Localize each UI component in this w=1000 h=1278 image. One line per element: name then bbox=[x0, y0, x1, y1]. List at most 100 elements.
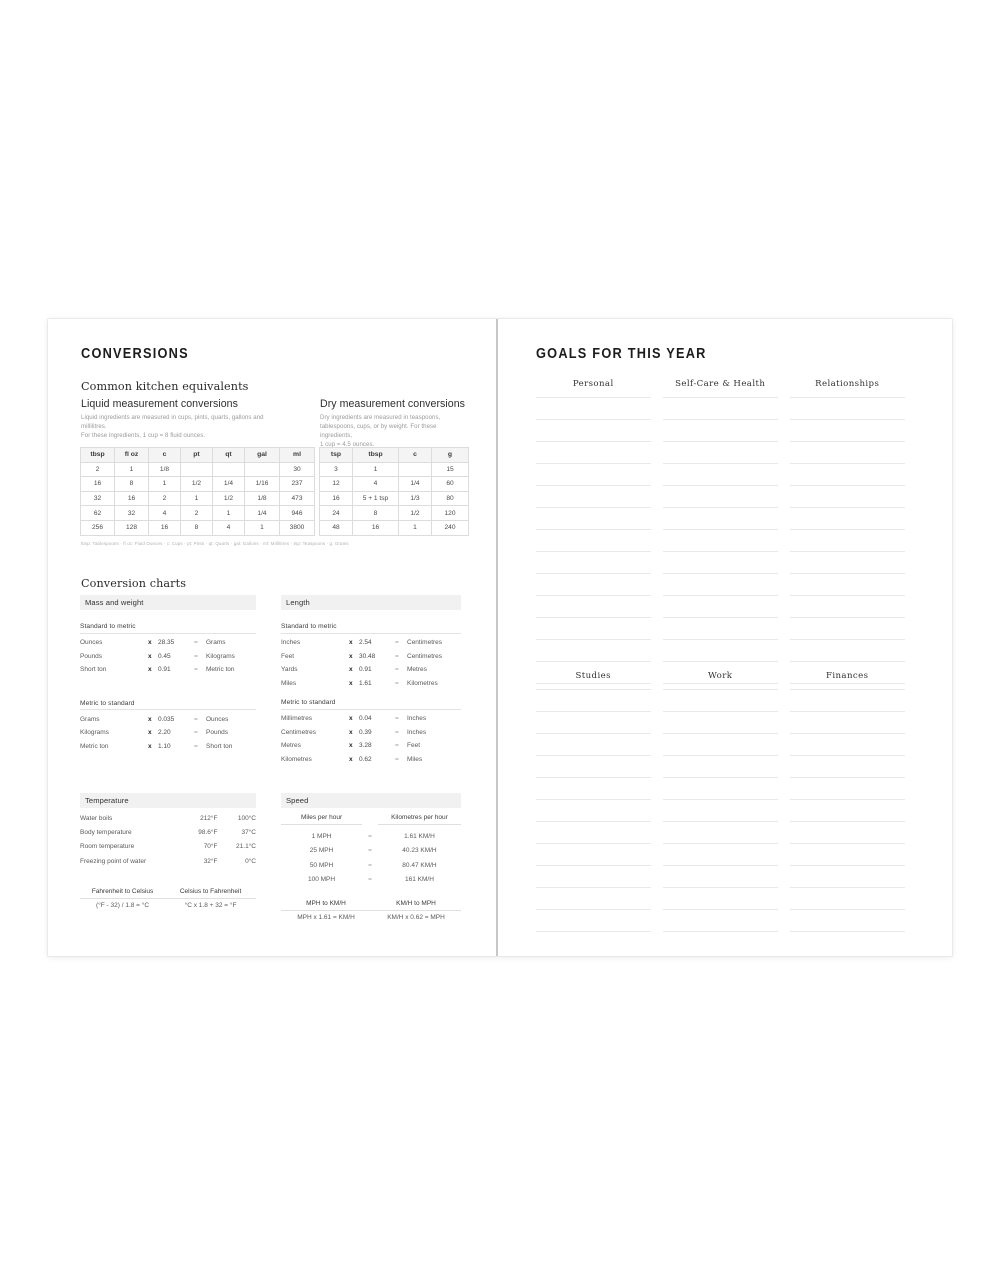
conversion-row: Feet x 30.48 = Centimetres bbox=[281, 650, 461, 664]
goal-entry-line[interactable] bbox=[789, 822, 905, 844]
goal-entry-line[interactable] bbox=[662, 778, 778, 800]
goal-entry-line[interactable] bbox=[662, 397, 778, 420]
goal-entry-line[interactable] bbox=[662, 574, 778, 596]
goal-entry-line[interactable] bbox=[535, 822, 651, 844]
goal-entry-line[interactable] bbox=[789, 910, 905, 932]
goal-entry-line[interactable] bbox=[535, 888, 651, 910]
goal-entry-line[interactable] bbox=[789, 397, 905, 420]
conversion-operator: x bbox=[349, 680, 353, 688]
goal-entry-line[interactable] bbox=[535, 712, 651, 734]
goal-entry-line[interactable] bbox=[535, 910, 651, 932]
goal-entry-line[interactable] bbox=[789, 778, 905, 800]
conversion-from: Millimetres bbox=[281, 715, 313, 723]
goal-entry-line[interactable] bbox=[789, 442, 905, 464]
goal-writing-lines[interactable] bbox=[789, 689, 905, 932]
goal-entry-line[interactable] bbox=[535, 464, 651, 486]
goal-entry-line[interactable] bbox=[535, 640, 651, 662]
goal-entry-line[interactable] bbox=[662, 844, 778, 866]
goal-entry-line[interactable] bbox=[535, 618, 651, 640]
speed-mph: 50 MPH bbox=[309, 861, 334, 869]
goal-entry-line[interactable] bbox=[662, 618, 778, 640]
goal-entry-line[interactable] bbox=[789, 734, 905, 756]
goal-writing-lines[interactable] bbox=[535, 689, 651, 932]
goal-entry-line[interactable] bbox=[662, 689, 778, 712]
goal-entry-line[interactable] bbox=[789, 756, 905, 778]
conversion-to: Short ton bbox=[206, 742, 233, 750]
goal-entry-line[interactable] bbox=[789, 618, 905, 640]
table-row: 32 16 2 1 1/2 1/8 473 bbox=[80, 490, 315, 507]
temperature-celsius: 37°C bbox=[241, 829, 256, 837]
goal-entry-line[interactable] bbox=[662, 486, 778, 508]
goal-entry-line[interactable] bbox=[789, 464, 905, 486]
goal-entry-line[interactable] bbox=[535, 689, 651, 712]
goal-entry-line[interactable] bbox=[535, 734, 651, 756]
goal-entry-line[interactable] bbox=[662, 420, 778, 442]
temperature-row: Body temperature 98.6°F 37°C bbox=[80, 826, 256, 840]
goal-entry-line[interactable] bbox=[662, 464, 778, 486]
goal-entry-line[interactable] bbox=[789, 640, 905, 662]
goal-entry-line[interactable] bbox=[535, 778, 651, 800]
goal-writing-lines[interactable] bbox=[662, 397, 778, 684]
goal-entry-line[interactable] bbox=[535, 442, 651, 464]
goal-entry-line[interactable] bbox=[789, 712, 905, 734]
goal-entry-line[interactable] bbox=[662, 734, 778, 756]
goal-entry-line[interactable] bbox=[535, 420, 651, 442]
goal-writing-lines[interactable] bbox=[662, 689, 778, 932]
goal-entry-line[interactable] bbox=[662, 508, 778, 530]
goal-entry-line[interactable] bbox=[662, 552, 778, 574]
goal-entry-line[interactable] bbox=[662, 712, 778, 734]
conversion-equals: = bbox=[395, 728, 399, 736]
table-cell: 16 bbox=[352, 519, 399, 536]
goal-entry-line[interactable] bbox=[789, 866, 905, 888]
speed-block: Speed Miles per hour Kilometres per hour… bbox=[281, 793, 461, 921]
goal-entry-line[interactable] bbox=[662, 596, 778, 618]
goal-entry-line[interactable] bbox=[789, 844, 905, 866]
goal-entry-line[interactable] bbox=[535, 800, 651, 822]
conversion-equals: = bbox=[194, 742, 198, 750]
conversion-factor: 0.39 bbox=[359, 728, 372, 736]
formula-expression: (°F - 32) / 1.8 = °C bbox=[96, 901, 150, 909]
goal-entry-line[interactable] bbox=[662, 662, 778, 684]
goal-entry-line[interactable] bbox=[789, 508, 905, 530]
table-cell: 237 bbox=[279, 476, 315, 492]
goal-entry-line[interactable] bbox=[789, 662, 905, 684]
goal-entry-line[interactable] bbox=[662, 530, 778, 552]
conversion-factor: 1.10 bbox=[158, 742, 171, 750]
goal-entry-line[interactable] bbox=[535, 530, 651, 552]
goal-writing-lines[interactable] bbox=[789, 397, 905, 684]
goal-entry-line[interactable] bbox=[662, 442, 778, 464]
goal-entry-line[interactable] bbox=[535, 844, 651, 866]
goal-entry-line[interactable] bbox=[789, 530, 905, 552]
goal-entry-line[interactable] bbox=[662, 640, 778, 662]
goal-entry-line[interactable] bbox=[535, 397, 651, 420]
goals-block-two: Studies Work Finances bbox=[535, 671, 921, 932]
goal-entry-line[interactable] bbox=[535, 552, 651, 574]
goal-entry-line[interactable] bbox=[662, 910, 778, 932]
goal-entry-line[interactable] bbox=[789, 888, 905, 910]
goal-writing-lines[interactable] bbox=[535, 397, 651, 684]
goal-entry-line[interactable] bbox=[535, 508, 651, 530]
goal-entry-line[interactable] bbox=[535, 596, 651, 618]
goal-entry-line[interactable] bbox=[662, 822, 778, 844]
goal-entry-line[interactable] bbox=[789, 689, 905, 712]
goal-entry-line[interactable] bbox=[789, 552, 905, 574]
goal-entry-line[interactable] bbox=[535, 574, 651, 596]
goal-entry-line[interactable] bbox=[789, 486, 905, 508]
goal-entry-line[interactable] bbox=[789, 596, 905, 618]
table-cell: 256 bbox=[80, 519, 115, 536]
table-cell bbox=[244, 461, 280, 478]
conversion-from: Inches bbox=[281, 639, 301, 647]
goal-entry-line[interactable] bbox=[662, 800, 778, 822]
goal-entry-line[interactable] bbox=[535, 662, 651, 684]
goal-entry-line[interactable] bbox=[535, 866, 651, 888]
goal-entry-line[interactable] bbox=[789, 800, 905, 822]
goal-entry-line[interactable] bbox=[662, 756, 778, 778]
goal-entry-line[interactable] bbox=[535, 756, 651, 778]
goal-entry-line[interactable] bbox=[535, 486, 651, 508]
goal-entry-line[interactable] bbox=[789, 574, 905, 596]
goal-entry-line[interactable] bbox=[662, 866, 778, 888]
goal-entry-line[interactable] bbox=[789, 420, 905, 442]
goal-entry-line[interactable] bbox=[662, 888, 778, 910]
table-cell: 80 bbox=[431, 490, 469, 507]
